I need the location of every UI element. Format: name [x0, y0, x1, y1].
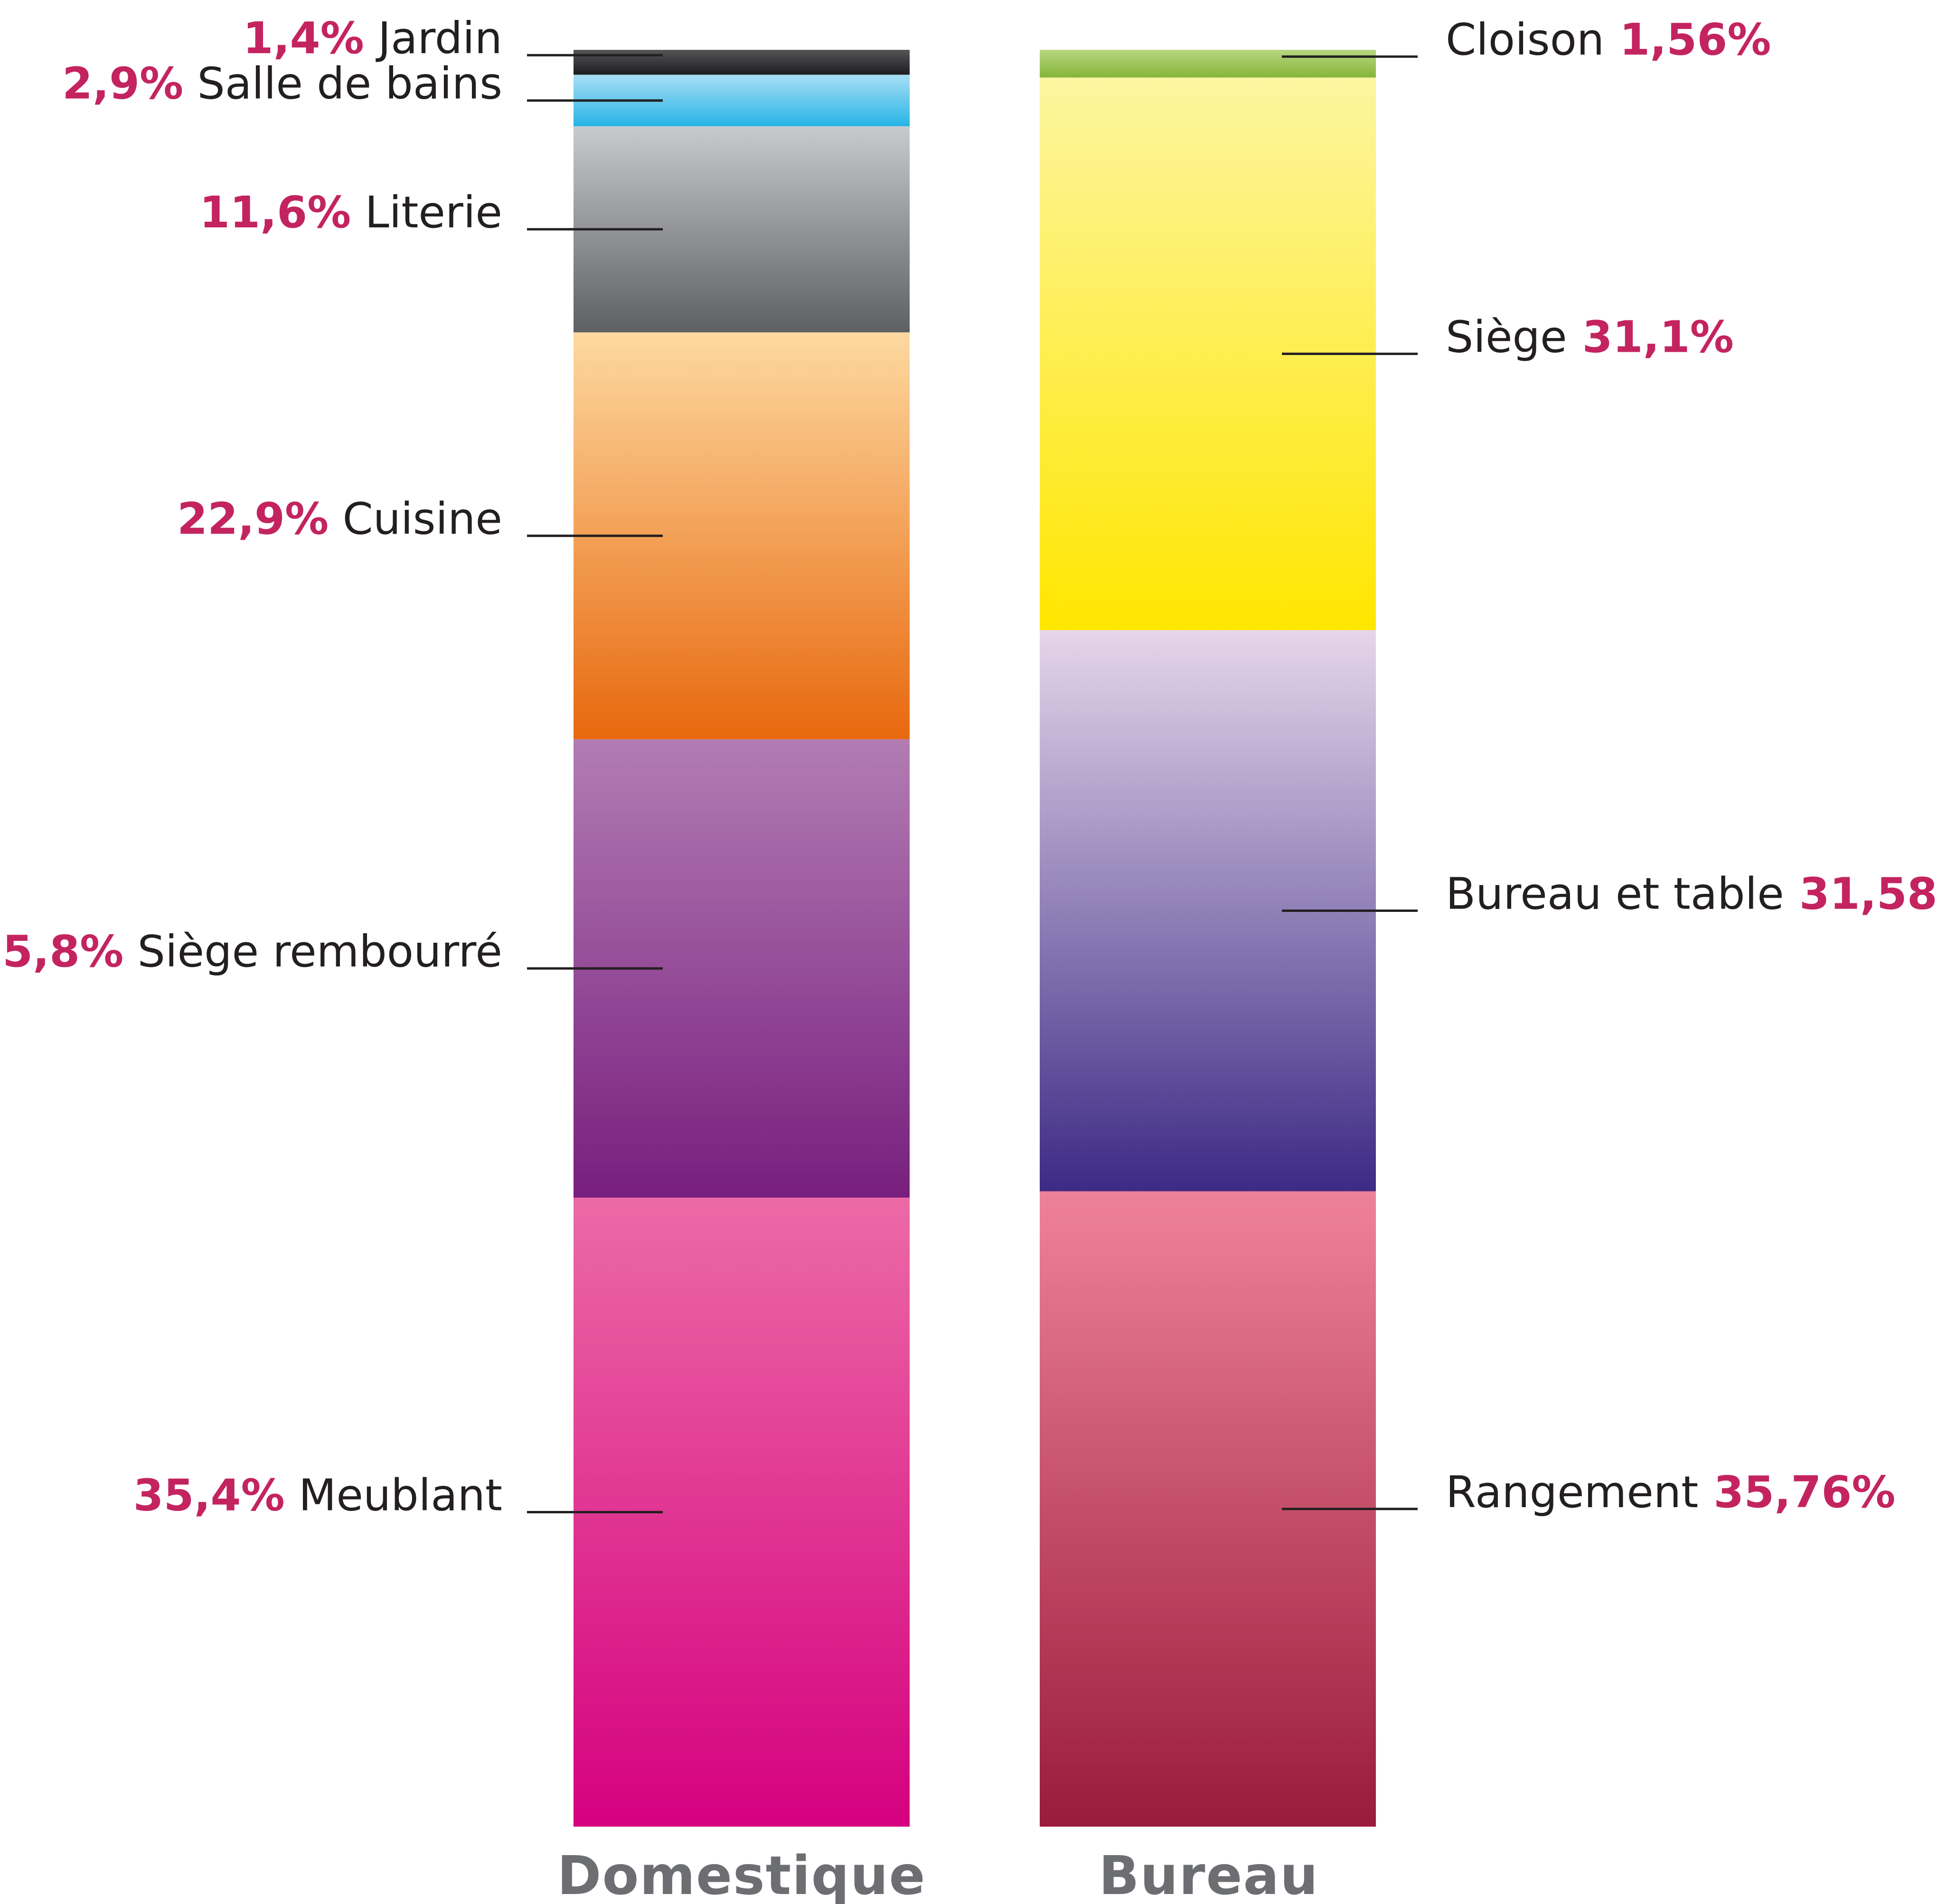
segment-label-literie: 11,6% Literie — [199, 187, 502, 238]
segment-name: Meublant — [285, 1470, 502, 1521]
segment-label-siege-rembourre: 25,8% Siège rembourré — [0, 926, 502, 977]
segment-percent: 35,76% — [1698, 1467, 1895, 1518]
segment-percent: 31,1% — [1567, 311, 1734, 362]
segment-label-cloison: Cloison 1,56% — [1446, 14, 1771, 65]
segment-label-jardin: 1,4% Jardin — [243, 13, 502, 64]
segment-percent: 11,6% — [199, 187, 351, 238]
segment-percent: 22,9% — [177, 494, 329, 544]
segment-label-bureau-et-table: Bureau et table 31,58% — [1446, 869, 1938, 919]
segment-name: Siège — [1446, 311, 1567, 362]
segment-percent: 2,9% — [62, 58, 183, 109]
bar-segment-domestique-jardin — [574, 50, 910, 75]
segment-percent: 31,58% — [1784, 869, 1938, 919]
bar-segment-bureau-cloison — [1040, 50, 1376, 78]
segment-name: Salle de bains — [183, 58, 502, 109]
segment-percent: 1,4% — [243, 13, 364, 64]
segment-label-rangement: Rangement 35,76% — [1446, 1467, 1895, 1518]
segment-label-siege: Siège 31,1% — [1446, 311, 1734, 362]
segment-percent: 25,8% — [0, 926, 123, 977]
segment-percent: 35,4% — [133, 1470, 285, 1521]
segment-name: Cuisine — [329, 494, 502, 544]
segment-label-meublant: 35,4% Meublant — [133, 1470, 502, 1521]
segment-name: Literie — [351, 187, 502, 238]
segment-label-cuisine: 22,9% Cuisine — [177, 494, 502, 544]
segment-name: Rangement — [1446, 1467, 1698, 1518]
segment-name: Bureau et table — [1446, 869, 1784, 919]
segment-name: Siège rembourré — [123, 926, 502, 977]
segment-name: Cloison — [1446, 14, 1604, 65]
segment-percent: 1,56% — [1604, 14, 1771, 65]
category-label-domestique: Domestique — [557, 1845, 926, 1904]
segment-label-salle-de-bains: 2,9% Salle de bains — [62, 58, 502, 109]
segment-name: Jardin — [364, 13, 502, 64]
category-label-bureau: Bureau — [1099, 1845, 1319, 1904]
